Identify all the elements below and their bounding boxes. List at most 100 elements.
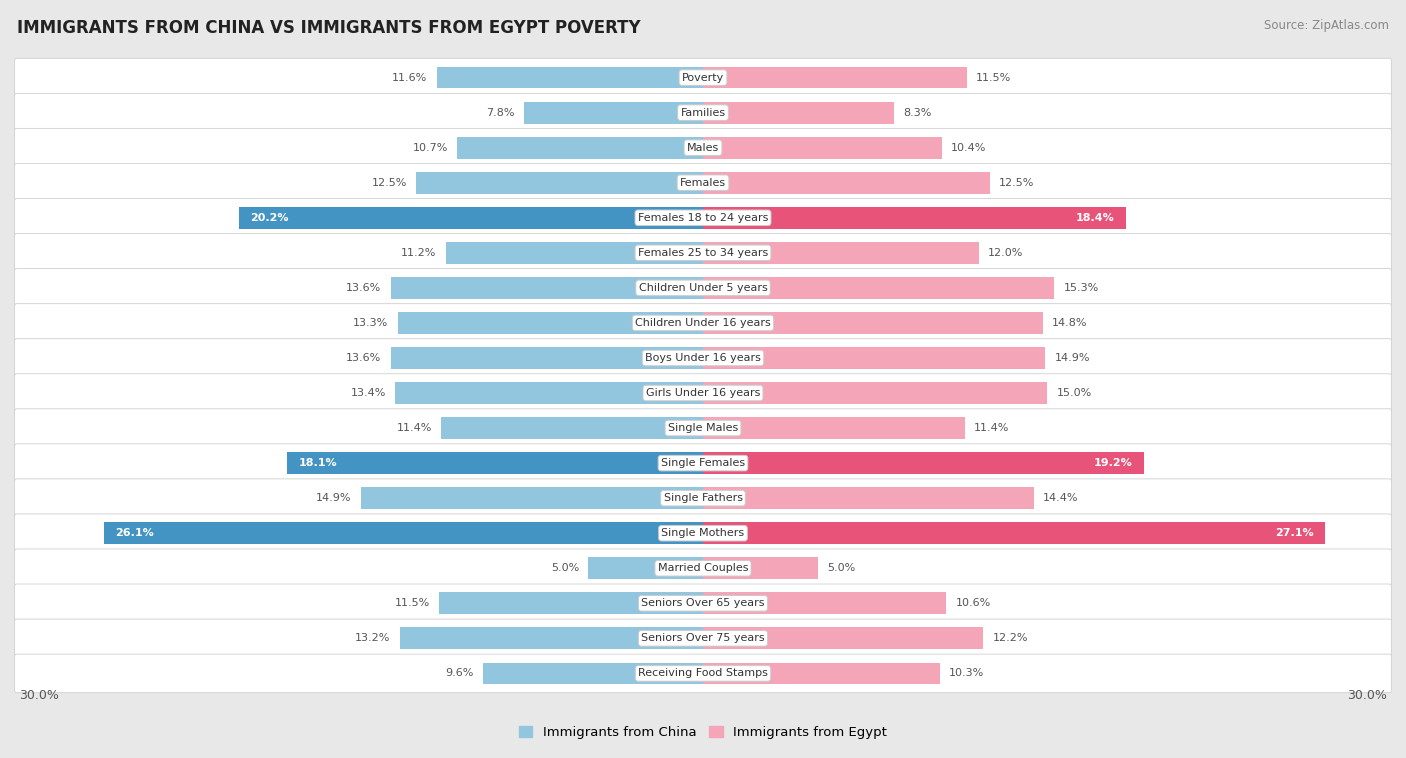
FancyBboxPatch shape — [14, 514, 1392, 553]
Bar — [703, 453, 1144, 474]
Bar — [391, 347, 703, 369]
Text: 19.2%: 19.2% — [1094, 458, 1132, 468]
Bar — [391, 277, 703, 299]
FancyBboxPatch shape — [14, 409, 1392, 447]
Text: Source: ZipAtlas.com: Source: ZipAtlas.com — [1264, 19, 1389, 32]
FancyBboxPatch shape — [14, 58, 1392, 97]
Text: Seniors Over 65 years: Seniors Over 65 years — [641, 598, 765, 609]
Bar — [104, 522, 703, 544]
Text: 10.3%: 10.3% — [949, 669, 984, 678]
FancyBboxPatch shape — [14, 128, 1392, 167]
Text: Females 18 to 24 years: Females 18 to 24 years — [638, 213, 768, 223]
Bar — [703, 312, 1043, 334]
Text: Boys Under 16 years: Boys Under 16 years — [645, 353, 761, 363]
Text: Families: Families — [681, 108, 725, 117]
Text: 12.2%: 12.2% — [993, 634, 1028, 644]
Text: Receiving Food Stamps: Receiving Food Stamps — [638, 669, 768, 678]
Text: 13.6%: 13.6% — [346, 353, 381, 363]
Bar — [703, 382, 1047, 404]
Bar — [398, 312, 703, 334]
Text: 13.6%: 13.6% — [346, 283, 381, 293]
Text: 20.2%: 20.2% — [250, 213, 290, 223]
Text: 11.4%: 11.4% — [396, 423, 432, 433]
Text: Children Under 16 years: Children Under 16 years — [636, 318, 770, 328]
FancyBboxPatch shape — [14, 339, 1392, 377]
Text: Females: Females — [681, 177, 725, 188]
FancyBboxPatch shape — [14, 374, 1392, 412]
Bar — [703, 487, 1033, 509]
Bar — [416, 172, 703, 193]
Bar — [588, 557, 703, 579]
Text: Seniors Over 75 years: Seniors Over 75 years — [641, 634, 765, 644]
Text: Poverty: Poverty — [682, 73, 724, 83]
Text: Single Females: Single Females — [661, 458, 745, 468]
Bar — [703, 662, 939, 684]
Text: 13.2%: 13.2% — [356, 634, 391, 644]
Bar — [703, 522, 1326, 544]
Text: Single Males: Single Males — [668, 423, 738, 433]
Bar — [703, 628, 983, 649]
Bar — [441, 417, 703, 439]
FancyBboxPatch shape — [14, 584, 1392, 622]
Bar — [239, 207, 703, 229]
Bar — [287, 453, 703, 474]
Text: 8.3%: 8.3% — [903, 108, 931, 117]
Bar — [482, 662, 703, 684]
Text: 12.0%: 12.0% — [988, 248, 1024, 258]
Text: 15.3%: 15.3% — [1063, 283, 1099, 293]
FancyBboxPatch shape — [14, 199, 1392, 237]
Bar — [361, 487, 703, 509]
Text: Single Mothers: Single Mothers — [661, 528, 745, 538]
FancyBboxPatch shape — [14, 164, 1392, 202]
Text: 12.5%: 12.5% — [1000, 177, 1035, 188]
Bar — [457, 137, 703, 158]
Text: Single Fathers: Single Fathers — [664, 493, 742, 503]
Text: 13.4%: 13.4% — [350, 388, 387, 398]
Text: 30.0%: 30.0% — [18, 689, 59, 702]
Text: 14.9%: 14.9% — [1054, 353, 1090, 363]
Bar — [703, 242, 979, 264]
Bar — [399, 628, 703, 649]
Bar — [703, 207, 1126, 229]
Bar — [446, 242, 703, 264]
Text: 14.9%: 14.9% — [316, 493, 352, 503]
Text: 11.6%: 11.6% — [392, 73, 427, 83]
Text: 15.0%: 15.0% — [1057, 388, 1092, 398]
Bar — [437, 67, 703, 89]
Text: 5.0%: 5.0% — [551, 563, 579, 573]
Bar — [703, 347, 1045, 369]
Text: 5.0%: 5.0% — [827, 563, 855, 573]
FancyBboxPatch shape — [14, 479, 1392, 518]
Bar — [703, 557, 818, 579]
Bar — [439, 593, 703, 614]
Text: Girls Under 16 years: Girls Under 16 years — [645, 388, 761, 398]
Text: 14.8%: 14.8% — [1052, 318, 1088, 328]
Text: IMMIGRANTS FROM CHINA VS IMMIGRANTS FROM EGYPT POVERTY: IMMIGRANTS FROM CHINA VS IMMIGRANTS FROM… — [17, 19, 641, 37]
Bar — [395, 382, 703, 404]
Legend: Immigrants from China, Immigrants from Egypt: Immigrants from China, Immigrants from E… — [513, 720, 893, 744]
Text: Females 25 to 34 years: Females 25 to 34 years — [638, 248, 768, 258]
FancyBboxPatch shape — [14, 268, 1392, 307]
Text: 10.4%: 10.4% — [950, 143, 987, 152]
FancyBboxPatch shape — [14, 619, 1392, 658]
Text: 10.6%: 10.6% — [956, 598, 991, 609]
Bar — [524, 102, 703, 124]
Bar — [703, 102, 894, 124]
Text: 27.1%: 27.1% — [1275, 528, 1313, 538]
Text: 11.5%: 11.5% — [976, 73, 1011, 83]
Text: 10.7%: 10.7% — [413, 143, 449, 152]
FancyBboxPatch shape — [14, 233, 1392, 272]
FancyBboxPatch shape — [14, 304, 1392, 342]
Text: 9.6%: 9.6% — [444, 669, 474, 678]
Text: 7.8%: 7.8% — [486, 108, 515, 117]
Bar — [703, 67, 967, 89]
Text: Children Under 5 years: Children Under 5 years — [638, 283, 768, 293]
Text: 30.0%: 30.0% — [1347, 689, 1388, 702]
Bar — [703, 277, 1054, 299]
Text: 18.4%: 18.4% — [1076, 213, 1114, 223]
FancyBboxPatch shape — [14, 444, 1392, 482]
Text: 13.3%: 13.3% — [353, 318, 388, 328]
Text: 11.5%: 11.5% — [395, 598, 430, 609]
FancyBboxPatch shape — [14, 654, 1392, 693]
Text: Married Couples: Married Couples — [658, 563, 748, 573]
